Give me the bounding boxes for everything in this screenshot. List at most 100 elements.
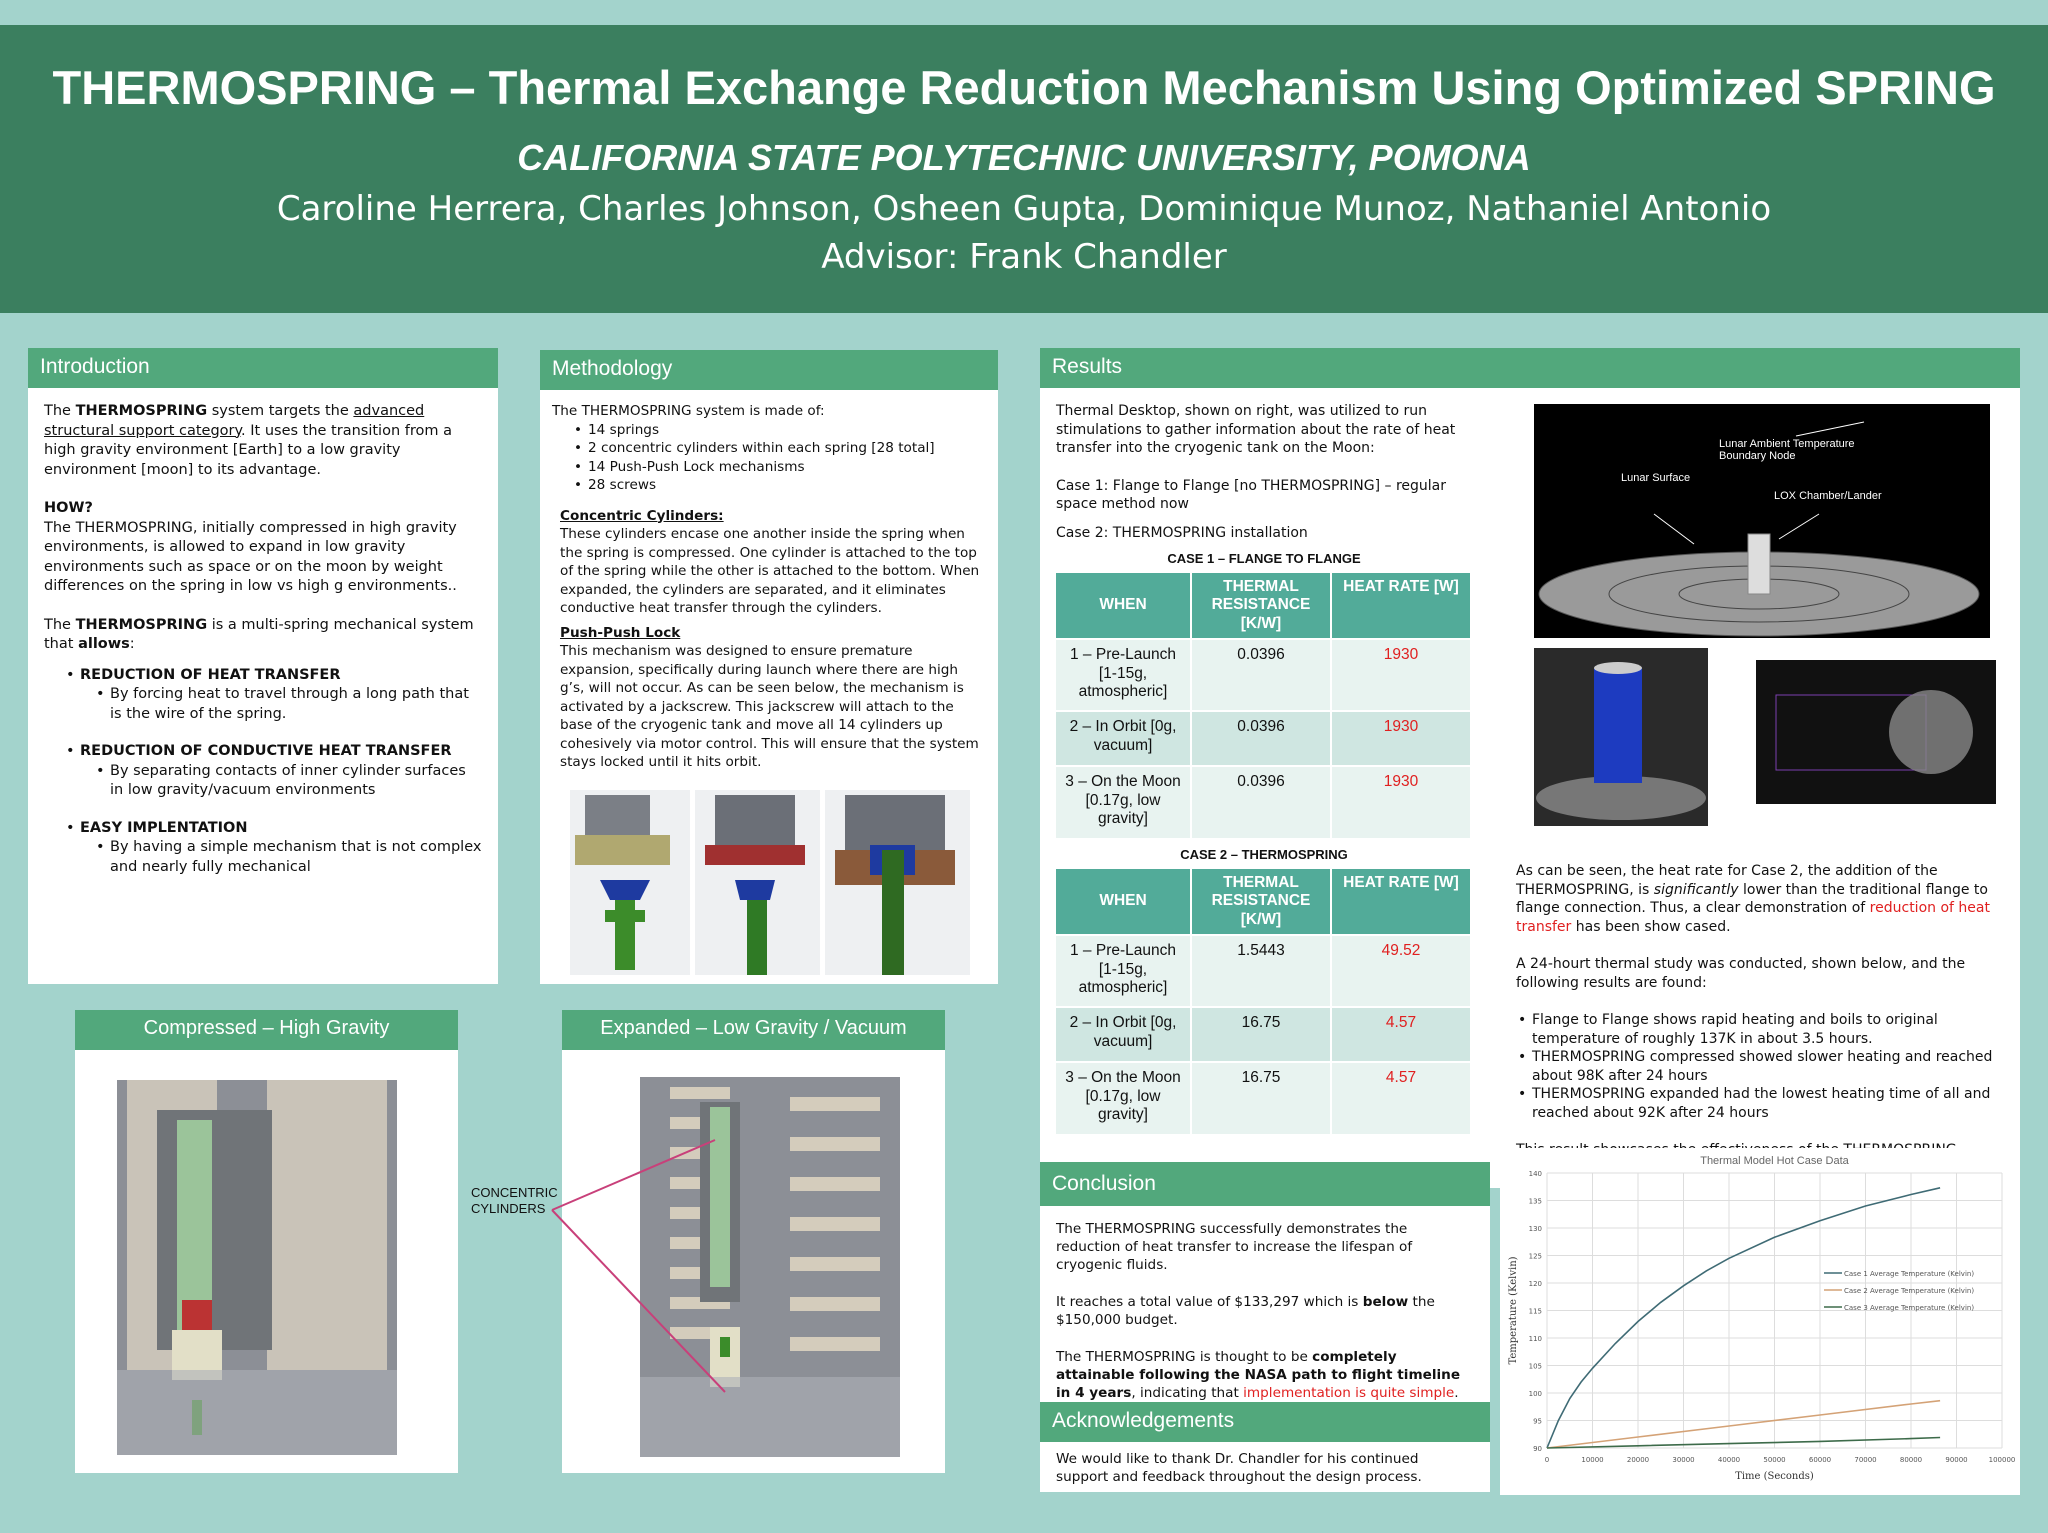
y-tick-label: 105 xyxy=(1529,1363,1542,1371)
table2-caption: CASE 2 – THERMOSPRING xyxy=(1180,847,1348,862)
thermal-desktop-model: Lunar Ambient Temperature Boundary Node … xyxy=(1534,404,1990,638)
series-line-case-2 xyxy=(1546,1399,1941,1449)
case1-table: WHEN THERMAL RESISTANCE [K/W] HEAT RATE [W… xyxy=(1056,572,1472,838)
parts-list: 14 springs2 concentric cylinders within … xyxy=(572,421,986,495)
y-tick-label: 100 xyxy=(1529,1390,1542,1398)
lock-render-1 xyxy=(570,790,690,975)
legend-entry: Case 1 Average Temperature (Kelvin) xyxy=(1844,1270,1974,1278)
case2-table: WHEN THERMAL RESISTANCE [K/W] HEAT RATE [W… xyxy=(1056,868,1472,1134)
y-tick-label: 135 xyxy=(1529,1198,1542,1206)
callout-lines xyxy=(551,1139,726,1393)
table-row: 2 – In Orbit [0g, vacuum] 16.75 4.57 xyxy=(1056,1006,1472,1062)
table-row: 1 – Pre-Launch [1-15g, atmospheric] 1.544… xyxy=(1056,934,1472,1007)
y-tick-label: 125 xyxy=(1529,1253,1542,1261)
table-row: 3 – On the Moon [0.17g, low gravity] 0.03… xyxy=(1056,765,1472,838)
lock-render-3 xyxy=(825,790,970,975)
x-axis-label: Time (Seconds) xyxy=(1735,1471,1814,1482)
how-heading: HOW? xyxy=(44,500,93,516)
results-intro: Thermal Desktop, shown on right, was uti… xyxy=(1056,403,1456,456)
x-tick-label: 80000 xyxy=(1900,1456,1922,1464)
methodology-intro: The THERMOSPRING system is made of: xyxy=(552,403,825,419)
lock-heading: Push-Push Lock xyxy=(560,624,681,641)
tank-model-render xyxy=(1534,648,1708,826)
list-item: Flange to Flange shows rapid heating and… xyxy=(1516,1011,2004,1048)
tank-sphere-render xyxy=(1756,660,1996,804)
x-tick-label: 20000 xyxy=(1627,1456,1649,1464)
x-tick-label: 70000 xyxy=(1854,1456,1876,1464)
cylinders-heading: Concentric Cylinders: xyxy=(560,507,724,524)
section-heading: Compressed – High Gravity xyxy=(75,1010,458,1050)
y-tick-label: 95 xyxy=(1533,1418,1542,1426)
budget-text: It reaches a total value of $133,297 whi… xyxy=(1056,1294,1435,1328)
authors: Caroline Herrera, Charles Johnson, Oshee… xyxy=(276,189,1772,229)
list-item: REDUCTION OF HEAT TRANSFERBy forcing hea… xyxy=(64,666,482,725)
case2-description: Case 2: THERMOSPRING installation xyxy=(1056,524,1308,541)
x-tick-label: 10000 xyxy=(1581,1456,1603,1464)
lunar-surface-label: Lunar Surface xyxy=(1621,472,1691,484)
conclusion-text: The THERMOSPRING successfully demonstrat… xyxy=(1056,1221,1413,1273)
results-analysis: As can be seen, the heat rate for Case 2… xyxy=(1516,863,1990,935)
lock-text: This mechanism was designed to ensure pr… xyxy=(560,643,979,770)
x-tick-label: 40000 xyxy=(1718,1456,1740,1464)
y-tick-label: 110 xyxy=(1529,1335,1542,1343)
section-heading: Methodology xyxy=(540,350,998,390)
poster-title: THERMOSPRING – Thermal Exchange Reductio… xyxy=(52,61,1996,114)
y-tick-label: 120 xyxy=(1529,1280,1542,1288)
chart-background xyxy=(1502,1148,2018,1493)
push-push-lock-renders xyxy=(570,790,970,975)
findings-list: Flange to Flange shows rapid heating and… xyxy=(1516,1011,2004,1122)
x-tick-label: 90000 xyxy=(1945,1456,1967,1464)
poster-header: THERMOSPRING – Thermal Exchange Reductio… xyxy=(0,25,2048,313)
methodology-panel: Methodology The THERMOSPRING system is m… xyxy=(540,350,998,984)
x-tick-label: 60000 xyxy=(1809,1456,1831,1464)
x-tick-label: 50000 xyxy=(1763,1456,1785,1464)
university: CALIFORNIA STATE POLYTECHNIC UNIVERSITY,… xyxy=(517,137,1531,178)
table-row: 1 – Pre-Launch [1-15g, atmospheric] 0.039… xyxy=(1056,638,1472,711)
cylinders-text: These cylinders encase one another insid… xyxy=(560,526,980,616)
section-heading: Introduction xyxy=(28,348,498,388)
legend-entry: Case 2 Average Temperature (Kelvin) xyxy=(1844,1287,1974,1295)
lox-chamber-label: LOX Chamber/Lander xyxy=(1774,490,1882,502)
table-row: 3 – On the Moon [0.17g, low gravity] 16.7… xyxy=(1056,1061,1472,1134)
introduction-panel: Introduction The THERMOSPRING system tar… xyxy=(28,348,498,984)
series-line-case-1 xyxy=(1546,1187,1941,1449)
x-tick-label: 30000 xyxy=(1672,1456,1694,1464)
case1-description: Case 1: Flange to Flange [no THERMOSPRIN… xyxy=(1056,477,1446,513)
series-line-case-3 xyxy=(1546,1436,1941,1449)
study-intro: A 24-hourt thermal study was conducted, … xyxy=(1516,956,1966,991)
thermal-chart: Thermal Model Hot Case Data 0 10000 20000 30… xyxy=(1502,1148,2018,1493)
section-heading: Expanded – Low Gravity / Vacuum xyxy=(562,1010,945,1050)
y-tick-label: 140 xyxy=(1529,1170,1542,1178)
y-tick-label: 130 xyxy=(1529,1225,1542,1233)
section-heading: Results xyxy=(1040,348,2020,388)
compressed-panel: Compressed – High Gravity xyxy=(75,1010,458,1473)
lock-render-2 xyxy=(695,790,820,975)
acknowledgements-text: We would like to thank Dr. Chandler for … xyxy=(1056,1451,1422,1485)
y-axis-label: Temperature (Kelvin) xyxy=(1508,1256,1519,1364)
intro-paragraph: The THERMOSPRING system targets the adva… xyxy=(44,403,452,478)
timeline-text: The THERMOSPRING is thought to be comple… xyxy=(1056,1349,1461,1401)
conclusion-panel: Conclusion The THERMOSPRING successfully… xyxy=(1040,1162,1490,1492)
acknowledgements-heading: Acknowledgements xyxy=(1040,1402,1490,1442)
allows-paragraph: The THERMOSPRING is a multi-spring mecha… xyxy=(44,616,474,653)
table-row: 2 – In Orbit [0g, vacuum] 0.0396 1930 xyxy=(1056,710,1472,766)
section-heading: Conclusion xyxy=(1040,1162,1490,1206)
list-item: THERMOSPRING expanded had the lowest hea… xyxy=(1516,1085,2004,1122)
expanded-panel: Expanded – Low Gravity / Vacuum xyxy=(562,1010,945,1473)
x-tick-label: 100000 xyxy=(1989,1456,2016,1464)
compressed-cad-render xyxy=(117,1080,397,1455)
concentric-cylinders-callout: CONCENTRIC CYLINDERS xyxy=(471,1185,558,1216)
legend-entry: Case 3 Average Temperature (Kelvin) xyxy=(1844,1304,1974,1312)
advisor: Advisor: Frank Chandler xyxy=(821,237,1227,277)
results-panel: Results Thermal Desktop, shown on right,… xyxy=(1040,348,2020,1495)
table1-caption: CASE 1 – FLANGE TO FLANGE xyxy=(1167,551,1361,566)
list-item: THERMOSPRING compressed showed slower he… xyxy=(1516,1048,2004,1085)
list-item: EASY IMPLENTATIONBy having a simple mech… xyxy=(64,819,482,878)
list-item: REDUCTION OF CONDUCTIVE HEAT TRANSFERBy … xyxy=(64,742,482,801)
expanded-cad-render xyxy=(640,1077,900,1457)
boundary-node-label: Lunar Ambient Temperature Boundary Node xyxy=(1719,438,1855,462)
x-tick-label: 0 xyxy=(1545,1456,1549,1464)
chart-title: Thermal Model Hot Case Data xyxy=(1700,1155,1849,1167)
y-tick-label: 90 xyxy=(1533,1445,1542,1453)
benefit-list: REDUCTION OF HEAT TRANSFERBy forcing hea… xyxy=(64,666,482,878)
